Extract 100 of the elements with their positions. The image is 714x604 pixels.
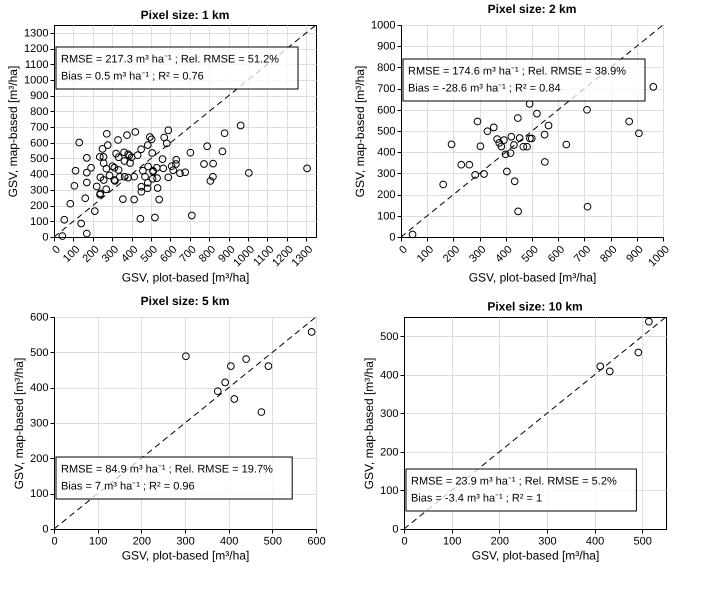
point — [506, 149, 514, 157]
point — [526, 134, 534, 142]
point — [510, 177, 519, 186]
y-tick-label: 900 — [30, 90, 48, 102]
point — [507, 132, 516, 141]
y-tick-label: 200 — [30, 200, 48, 212]
y-tick-label: 500 — [30, 152, 48, 165]
y-tick-label: 300 — [380, 408, 398, 420]
y-tick-label: 300 — [377, 168, 396, 180]
point — [480, 170, 488, 178]
point — [514, 208, 522, 216]
x-tick-label: 400 — [586, 536, 604, 548]
point — [606, 368, 614, 376]
point — [408, 230, 416, 238]
y-tick-label: 300 — [30, 184, 48, 196]
y-tick-label: 600 — [377, 104, 396, 116]
x-tick-label: 800 — [598, 244, 620, 265]
point — [583, 106, 591, 114]
point — [484, 127, 492, 136]
y-tick-label: 1200 — [24, 43, 48, 56]
y-tick-label: 1000 — [24, 74, 48, 86]
point — [474, 118, 482, 126]
point — [649, 83, 658, 91]
x-axis-title: GSV, plot-based [m³/ha] — [122, 270, 250, 285]
annotation: Bias = 7 m³ ha⁻¹ ; R² = 0.96 — [61, 480, 195, 492]
point — [264, 362, 272, 370]
y-tick-label: 400 — [380, 369, 398, 382]
point — [520, 142, 528, 151]
point — [584, 202, 592, 211]
point — [258, 408, 266, 416]
x-tick-label: 200 — [132, 536, 152, 548]
point — [540, 158, 549, 166]
y-tick-label: 100 — [30, 216, 48, 228]
point — [439, 180, 448, 188]
annotation: RMSE = 23.9 m³ ha⁻¹ ; Rel. RMSE = 5.2% — [411, 476, 617, 488]
point — [544, 122, 552, 130]
x-tick-label: 200 — [440, 244, 462, 265]
y-axis-title: GSV, map-based [m³/ha] — [353, 66, 368, 198]
y-axis-title: GSV, map-based [m³/ha] — [362, 358, 376, 490]
x-tick-label: 100 — [414, 244, 436, 265]
point — [500, 136, 508, 144]
annotation: RMSE = 174.6 m³ ha⁻¹ ; Rel. RMSE = 38.9% — [408, 66, 626, 78]
y-tick-label: 600 — [30, 137, 48, 150]
x-tick-label: 100 — [60, 244, 82, 265]
x-tick-label: 300 — [467, 244, 489, 265]
y-tick-label: 500 — [380, 330, 398, 343]
point — [540, 130, 548, 138]
chart-title: Pixel size: 5 km — [140, 294, 230, 308]
x-tick-label: 0 — [50, 244, 63, 256]
x-tick-label: 0 — [51, 536, 58, 548]
y-axis-title: GSV, map-based [m³/ha] — [6, 66, 20, 198]
x-tick-label: 100 — [442, 536, 462, 548]
y-tick-label: 400 — [30, 382, 48, 394]
y-tick-label: 800 — [30, 106, 48, 118]
point — [471, 171, 479, 179]
x-tick-label: 0 — [401, 536, 408, 548]
y-tick-label: 100 — [380, 484, 398, 497]
x-tick-label: 500 — [520, 244, 541, 265]
x-tick-label: 100 — [88, 536, 108, 548]
y-tick-label: 300 — [30, 418, 48, 430]
x-tick-label: 200 — [490, 536, 509, 548]
y-tick-label: 200 — [377, 189, 396, 202]
x-tick-label: 200 — [80, 244, 102, 265]
point — [226, 362, 235, 370]
y-tick-label: 800 — [377, 62, 396, 74]
point — [625, 118, 634, 126]
point — [466, 160, 474, 169]
y-tick-label: 500 — [377, 126, 396, 138]
point — [497, 142, 506, 150]
point — [528, 134, 536, 142]
x-tick-label: 400 — [119, 244, 141, 265]
y-tick-label: 1100 — [24, 58, 48, 71]
point — [214, 387, 222, 396]
y-tick-label: 400 — [30, 168, 48, 181]
x-tick-label: 300 — [176, 536, 195, 548]
point — [510, 141, 518, 149]
point — [502, 168, 511, 176]
point — [596, 362, 604, 370]
annotation: RMSE = 217.3 m³ ha⁻¹ ; Rel. RMSE = 51.2% — [61, 54, 280, 66]
point — [644, 318, 653, 326]
annotation: Bias = -28.6 m³ ha⁻¹ ; R² = 0.84 — [408, 82, 561, 94]
y-tick-label: 700 — [377, 83, 396, 96]
y-tick-label: 0 — [42, 524, 48, 536]
annotation: Bias = 0.5 m³ ha⁻¹ ; R² = 0.76 — [61, 70, 204, 82]
chart-title: Pixel size: 10 km — [487, 299, 583, 314]
y-tick-label: 1300 — [24, 27, 48, 40]
y-tick-label: 0 — [389, 232, 396, 244]
point — [502, 150, 510, 158]
x-tick-label: 800 — [196, 244, 218, 265]
y-tick-label: 200 — [380, 446, 398, 458]
x-tick-label: 600 — [307, 536, 326, 548]
y-tick-label: 400 — [377, 146, 396, 159]
point — [562, 140, 570, 148]
x-tick-label: 300 — [100, 244, 122, 265]
x-tick-label: 700 — [177, 244, 199, 265]
y-tick-label: 600 — [30, 312, 48, 324]
point — [526, 100, 534, 108]
point — [457, 160, 466, 169]
y-tick-label: 1000 — [371, 20, 396, 32]
point — [495, 139, 504, 147]
